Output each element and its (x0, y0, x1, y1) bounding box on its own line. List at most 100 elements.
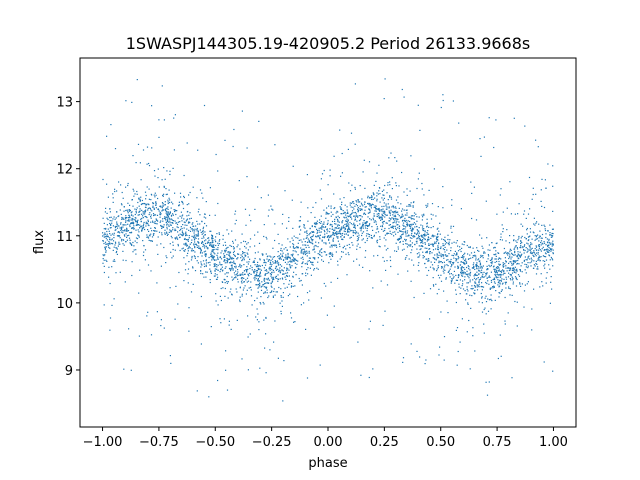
data-point (552, 240, 554, 242)
data-point (515, 245, 517, 247)
data-point (520, 247, 522, 249)
data-point (503, 265, 505, 267)
data-point (293, 259, 295, 261)
data-point (110, 234, 112, 236)
data-point (192, 222, 194, 224)
data-point (105, 259, 107, 261)
data-point (463, 273, 465, 275)
data-point (230, 256, 232, 259)
data-point (426, 232, 428, 234)
data-point (200, 343, 202, 345)
data-point (284, 190, 286, 192)
data-point (104, 232, 106, 234)
data-point (521, 235, 523, 237)
data-point (356, 231, 358, 233)
data-point (109, 242, 111, 244)
data-point (425, 206, 428, 208)
data-point (281, 265, 283, 267)
data-point (166, 207, 168, 209)
data-point (286, 249, 288, 251)
data-point (216, 254, 218, 256)
data-point (103, 255, 105, 257)
data-point (231, 276, 233, 278)
data-point (303, 251, 305, 253)
data-point (497, 284, 499, 286)
data-point (323, 221, 325, 223)
data-point (381, 221, 384, 223)
x-tick-label: 0.25 (370, 435, 399, 450)
data-point (277, 262, 279, 264)
data-point (301, 252, 303, 254)
data-point (360, 374, 362, 376)
data-point (456, 327, 459, 329)
data-point (310, 242, 312, 244)
data-point (147, 229, 149, 231)
data-point (533, 260, 535, 262)
data-point (510, 249, 512, 251)
data-point (546, 250, 548, 252)
data-point (491, 263, 493, 265)
data-point (540, 237, 542, 239)
data-point (166, 226, 168, 228)
data-point (116, 221, 118, 223)
data-point (402, 222, 405, 224)
data-point (109, 233, 111, 235)
data-point (417, 256, 419, 258)
data-point (461, 266, 463, 268)
data-point (143, 202, 145, 205)
data-point (445, 278, 447, 280)
data-point (410, 202, 412, 204)
data-point (544, 179, 546, 181)
data-point (290, 282, 293, 284)
data-point (194, 230, 196, 232)
data-point (409, 240, 411, 242)
data-point (467, 253, 469, 255)
data-point (146, 234, 148, 236)
data-point (287, 252, 289, 255)
data-point (163, 185, 165, 187)
data-point (334, 218, 336, 220)
data-point (398, 215, 400, 217)
data-point (447, 312, 449, 314)
data-point (120, 222, 122, 224)
data-point (532, 267, 535, 269)
data-point (253, 260, 255, 262)
data-point (140, 221, 142, 223)
data-point (515, 272, 517, 274)
data-point (132, 205, 134, 207)
data-point (125, 186, 127, 188)
data-point (162, 220, 164, 222)
data-point (452, 255, 455, 257)
data-point (160, 325, 162, 327)
data-point (348, 224, 350, 226)
data-point (194, 243, 197, 245)
data-point (513, 269, 515, 271)
data-point (519, 256, 521, 258)
data-point (456, 279, 459, 281)
data-point (227, 281, 229, 283)
data-point (510, 274, 512, 276)
data-point (429, 253, 431, 255)
data-point (222, 244, 224, 246)
data-point (551, 288, 553, 290)
data-point (552, 243, 554, 245)
data-point (183, 257, 185, 259)
data-point (314, 225, 316, 228)
data-point (473, 292, 475, 294)
data-point (359, 215, 361, 217)
data-point (517, 262, 519, 265)
data-point (511, 272, 514, 274)
data-point (341, 234, 343, 236)
data-point (205, 239, 207, 241)
data-point (346, 224, 348, 226)
data-point (464, 263, 466, 265)
data-point (420, 242, 422, 244)
data-point (336, 227, 338, 229)
data-point (447, 234, 449, 236)
data-point (338, 221, 340, 223)
data-point (535, 193, 537, 195)
data-point (274, 223, 276, 225)
data-point (316, 228, 318, 230)
data-point (254, 208, 256, 210)
data-point (402, 243, 404, 245)
